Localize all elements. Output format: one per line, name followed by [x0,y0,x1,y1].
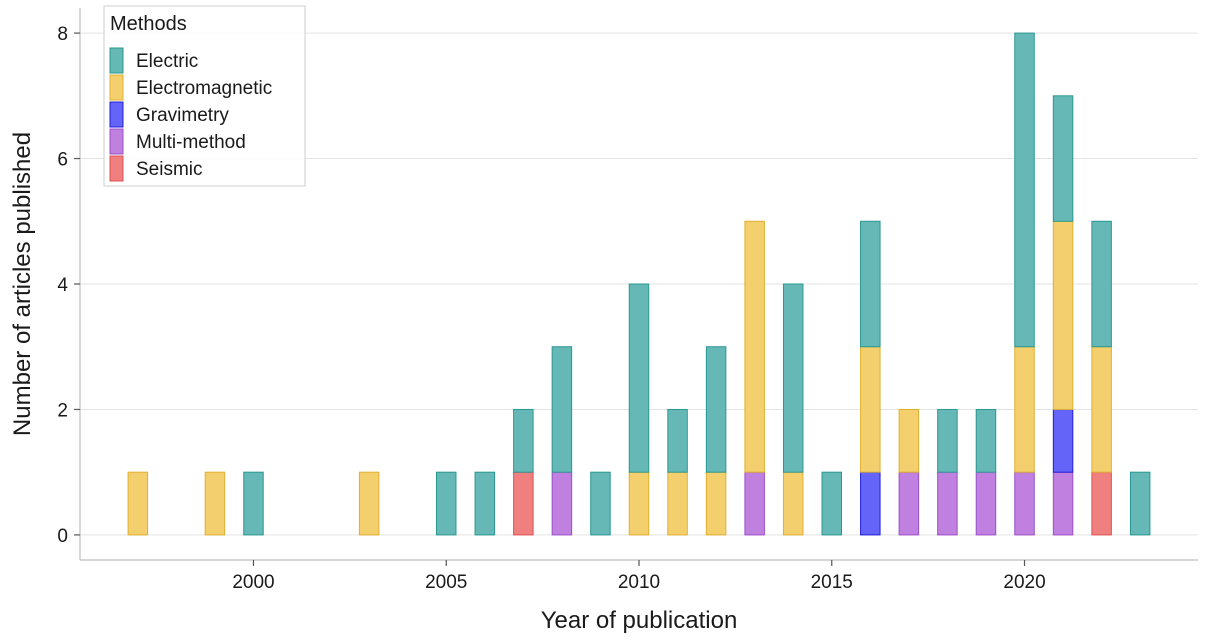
legend-swatch-electric [109,47,124,74]
bar-2020-electric [1014,32,1035,348]
x-tick-label-2010: 2010 [618,572,660,593]
bar-2013-multi-method [744,471,765,536]
legend-label-multi-method: Multi-method [136,132,246,153]
legend-title: Methods [110,13,187,35]
bar-2016-electromagnetic [860,346,881,473]
bar-2022-seismic [1091,471,1112,536]
bar-2012-electromagnetic [705,471,727,536]
legend-label-gravimetry: Gravimetry [136,105,229,126]
bar-2010-electric [628,283,650,473]
bar-2007-electric [513,408,534,473]
bar-1999-electromagnetic [204,471,226,536]
y-tick-label-6: 6 [57,150,68,171]
bar-2017-electromagnetic [898,408,920,473]
y-tick-label-2: 2 [57,400,68,421]
bar-2010-electromagnetic [628,471,650,536]
bar-2007-seismic [513,471,534,536]
bar-2008-multi-method [551,471,573,536]
bar-2021-gravimetry [1052,408,1074,473]
bar-2009-electric [590,471,611,536]
x-tick-label-2015: 2015 [811,572,853,593]
bar-1997-electromagnetic [127,471,149,536]
bar-2020-electromagnetic [1014,346,1035,473]
bar-2022-electromagnetic [1091,346,1112,473]
bar-2019-electric [975,408,997,473]
legend-label-electromagnetic: Electromagnetic [136,78,272,99]
bar-2008-electric [551,346,573,473]
x-tick-label-2020: 2020 [1003,572,1045,593]
bar-2021-electromagnetic [1052,220,1074,410]
legend-label-electric: Electric [136,51,198,72]
bar-2021-multi-method [1052,471,1074,536]
bar-2011-electromagnetic [667,471,688,536]
legend-swatch-electromagnetic [109,74,124,101]
y-tick-label-0: 0 [57,526,68,547]
bar-2019-multi-method [975,471,997,536]
bar-2005-electric [435,471,457,536]
bar-2000-electric [243,471,264,536]
legend-swatch-gravimetry [109,101,124,128]
bar-2016-electric [860,220,881,348]
x-axis-title: Year of publication [541,607,738,634]
legend: Methods Electric Electromagnetic Gravimetr… [103,5,306,187]
bar-2020-multi-method [1014,471,1035,536]
y-tick-label-4: 4 [57,275,68,296]
bar-2014-electromagnetic [782,471,804,536]
bar-2014-electric [782,283,804,473]
bar-2018-electric [937,408,958,473]
bar-2011-electric [667,408,688,473]
y-tick-label-8: 8 [57,24,68,45]
bar-2003-electromagnetic [358,471,380,536]
y-axis-title: Number of articles published [9,132,36,436]
legend-frame [103,5,306,187]
bars [127,32,1151,536]
legend-swatch-seismic [109,155,124,182]
bar-2006-electric [474,471,496,536]
bar-2022-electric [1091,220,1112,348]
bar-2023-electric [1129,471,1151,536]
bar-2016-gravimetry [860,471,881,536]
x-tick-label-2005: 2005 [425,572,467,593]
x-tick-label-2000: 2000 [232,572,274,593]
bar-2012-electric [705,346,727,473]
legend-swatch-multi-method [109,128,124,155]
bar-2015-electric [821,471,843,536]
bar-2018-multi-method [937,471,958,536]
bar-2017-multi-method [898,471,920,536]
bar-2013-electromagnetic [744,220,765,473]
axes: 0 2 4 6 8 2000 2005 2010 2015 2020 [57,8,1198,593]
bar-2021-electric [1052,95,1074,222]
legend-label-seismic: Seismic [136,159,203,180]
